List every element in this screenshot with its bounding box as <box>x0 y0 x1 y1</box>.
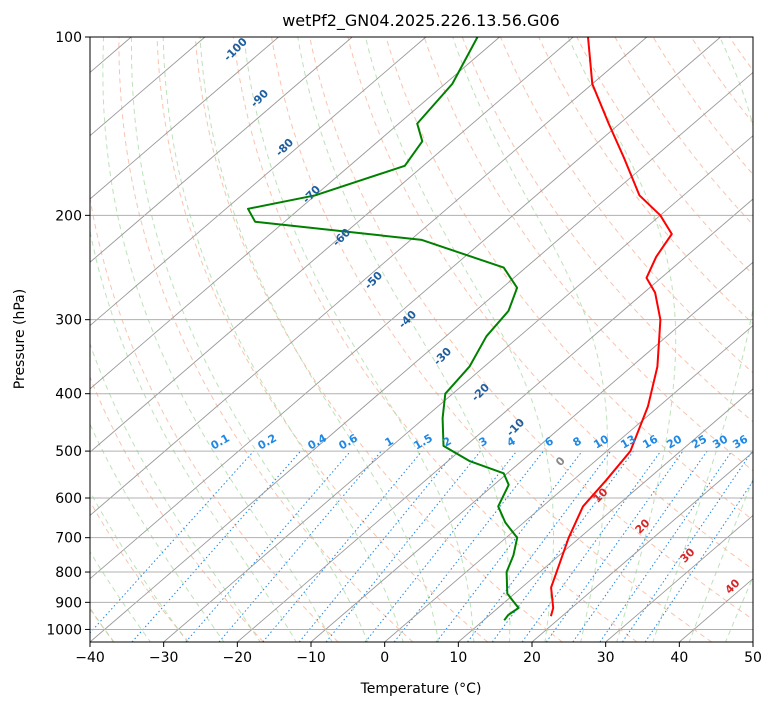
chart-title: wetPf2_GN04.2025.226.13.56.G06 <box>282 11 560 31</box>
y-tick-label: 600 <box>55 491 82 507</box>
x-tick-label: 10 <box>449 650 467 666</box>
x-tick-label: 20 <box>523 650 541 666</box>
y-tick-label: 500 <box>55 444 82 460</box>
y-tick-label: 200 <box>55 208 82 224</box>
x-axis-label: Temperature (°C) <box>360 681 482 697</box>
y-tick-label: 700 <box>55 531 82 547</box>
x-tick-label: −10 <box>296 650 326 666</box>
x-tick-label: −30 <box>149 650 179 666</box>
x-tick-label: −20 <box>223 650 253 666</box>
x-tick-label: 40 <box>670 650 688 666</box>
y-tick-label: 300 <box>55 313 82 329</box>
y-tick-label: 900 <box>55 595 82 611</box>
x-tick-label: −40 <box>75 650 105 666</box>
x-tick-label: 50 <box>744 650 762 666</box>
y-tick-label: 1000 <box>46 622 82 638</box>
y-tick-label: 100 <box>55 30 82 46</box>
x-tick-label: 0 <box>380 650 389 666</box>
y-axis-label: Pressure (hPa) <box>12 289 28 389</box>
y-tick-label: 800 <box>55 565 82 581</box>
x-tick-label: 30 <box>597 650 615 666</box>
y-tick-label: 400 <box>55 387 82 403</box>
